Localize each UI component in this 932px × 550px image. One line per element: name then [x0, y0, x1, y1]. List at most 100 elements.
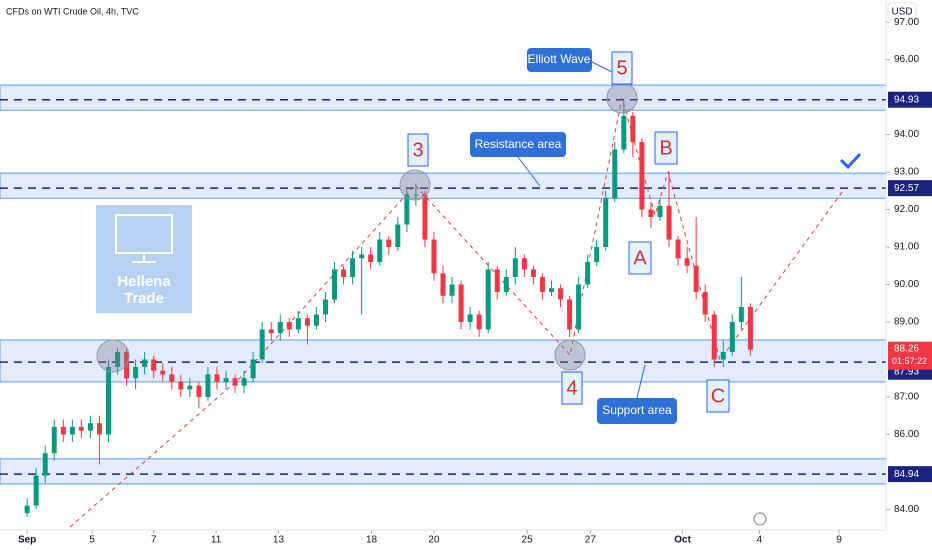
x-tick-label: 4: [757, 535, 763, 546]
y-tick-label: 87.00: [894, 392, 919, 403]
callout-box: [527, 48, 592, 72]
checkmark: [839, 152, 862, 170]
x-tick-label: 13: [273, 535, 285, 546]
candle-body: [558, 288, 564, 300]
candle-body: [178, 381, 184, 390]
candle-body: [386, 239, 392, 248]
level-price: 92.57: [894, 183, 919, 194]
chart-title: CFDs on WTI Crude Oil, 4h, TVC: [6, 6, 139, 16]
candle-body: [413, 194, 419, 196]
wave-label: 3: [412, 139, 423, 161]
candle-body: [350, 258, 356, 277]
candle-body: [160, 370, 166, 375]
callout-pointer: [591, 61, 613, 73]
candle-body: [612, 149, 618, 199]
level-price: 87.93: [894, 366, 919, 377]
wave-label: 5: [616, 57, 627, 79]
candle-body: [359, 254, 365, 259]
candle-body: [440, 273, 446, 296]
pivot-circle: [399, 169, 431, 201]
candle-body: [115, 351, 121, 367]
candle-body: [458, 284, 464, 322]
countdown: 01:57:22: [892, 356, 927, 366]
callout-pointer: [517, 156, 541, 187]
callout-text: Elliott Wave: [528, 52, 591, 66]
candle-body: [684, 258, 690, 266]
currency-box: [887, 2, 917, 21]
candle-body: [431, 239, 437, 274]
x-tick-label: 25: [522, 535, 534, 546]
candle-body: [485, 269, 491, 330]
zone: [0, 339, 887, 383]
y-tick-label: 90.00: [894, 279, 919, 290]
pivot-circle: [96, 339, 130, 373]
candle-body: [594, 247, 600, 263]
candle-body: [693, 265, 699, 292]
price-axis: [886, 0, 932, 550]
wave-label: C: [711, 385, 725, 407]
zone: [0, 172, 887, 199]
candle-body: [449, 284, 455, 296]
level-price-box: [888, 180, 932, 197]
candle-body: [738, 306, 744, 322]
callout-box: [470, 132, 566, 157]
candle-body: [729, 321, 735, 352]
callout-text: Support area: [602, 403, 672, 417]
candle-body: [187, 385, 193, 390]
current-price-box: [888, 341, 932, 370]
candle-body: [567, 299, 573, 330]
candle-body: [657, 205, 663, 218]
candle-body: [133, 366, 139, 379]
level-price: 94.93: [894, 94, 919, 105]
candle-body: [60, 426, 66, 435]
pivot-circle: [554, 339, 586, 371]
candle-body: [395, 224, 401, 248]
candle-body: [377, 239, 383, 263]
candle-body: [268, 329, 274, 334]
y-tick-label: 93.00: [894, 167, 919, 178]
candle-body: [214, 374, 220, 382]
level-price-box: [888, 466, 932, 483]
candle-body: [223, 378, 229, 382]
candle-body: [467, 314, 473, 322]
candle-body: [87, 423, 93, 431]
candle-body: [648, 209, 654, 218]
candle-body: [503, 276, 509, 292]
candle-body: [621, 115, 627, 150]
logo: Hellena Trade: [96, 205, 192, 313]
logo-text: Trade: [124, 290, 164, 307]
candle-body: [585, 262, 591, 285]
x-tick-label: 9: [836, 535, 842, 546]
callout-box: [597, 398, 677, 424]
candle-body: [404, 194, 410, 225]
candle-body: [105, 366, 111, 435]
candle-body: [666, 205, 672, 240]
zones: [0, 84, 887, 485]
callout-pointer: [636, 364, 646, 399]
candle-body: [304, 318, 310, 326]
wave-labels: 5 3 4 A B C: [407, 51, 730, 413]
y-tick-label: 97.00: [894, 17, 919, 28]
pivot-circle: [606, 82, 638, 114]
candle-body: [512, 258, 518, 277]
wave-box: [628, 241, 652, 275]
callout-text: Resistance area: [475, 137, 562, 151]
candle-body: [548, 288, 554, 292]
candle-body: [747, 306, 753, 350]
currency: USD: [891, 7, 912, 18]
candle-body: [711, 314, 717, 360]
x-tick-label: 7: [151, 535, 157, 546]
candle-body: [78, 426, 84, 431]
wave-box: [654, 131, 678, 165]
x-tick-label: 20: [428, 535, 440, 546]
candle-body: [422, 194, 428, 240]
candle-body: [277, 321, 283, 334]
wave-box: [706, 379, 730, 413]
candle-body: [521, 258, 527, 270]
y-tick-label: 94.00: [894, 129, 919, 140]
wave-box: [407, 133, 429, 167]
callouts: Elliott Wave Resistance area Support are…: [470, 48, 677, 424]
y-tick-label: 89.00: [894, 317, 919, 328]
candle-body: [313, 314, 319, 326]
